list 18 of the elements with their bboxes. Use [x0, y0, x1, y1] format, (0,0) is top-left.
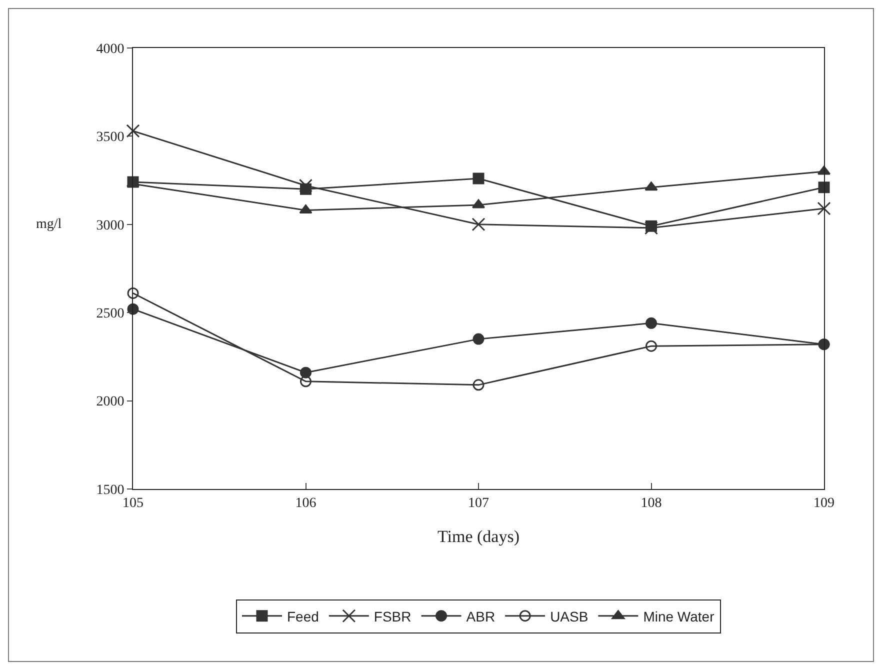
- x-tick-label: 105: [122, 496, 144, 511]
- legend-label: FSBR: [374, 608, 412, 624]
- y-tick-label: 3500: [96, 130, 124, 146]
- x-tick-label: 108: [640, 496, 662, 511]
- y-tick-label: 2000: [96, 394, 124, 410]
- x-tick-label: 107: [468, 496, 489, 511]
- legend-label: Mine Water: [643, 608, 715, 624]
- y-axis-title: mg/l: [36, 217, 62, 232]
- legend-label: Feed: [287, 608, 319, 624]
- x-tick-label: 106: [295, 496, 316, 511]
- legend-label: ABR: [466, 608, 496, 624]
- y-tick-label: 4000: [96, 42, 124, 57]
- y-tick-label: 1500: [96, 482, 124, 498]
- x-tick-label: 109: [814, 496, 834, 511]
- y-tick-label: 3000: [96, 218, 124, 234]
- legend-label: UASB: [550, 608, 588, 624]
- y-tick-label: 2500: [96, 306, 124, 322]
- x-axis-title: Time (days): [437, 527, 520, 546]
